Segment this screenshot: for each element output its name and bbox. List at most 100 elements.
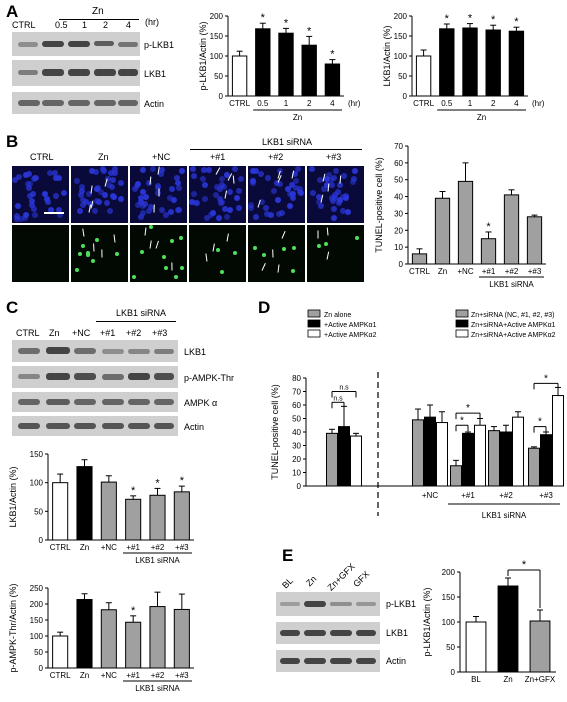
chart-c2-xlabel-2: +NC — [101, 671, 117, 680]
tunel-image-1 — [71, 225, 128, 282]
arrow-marker — [326, 251, 330, 260]
chart-a2-bar-3 — [485, 29, 501, 97]
chart-a2-ylabel: LKB1/Actin (%) — [382, 25, 392, 86]
blot-a-label-1: LKB1 — [144, 69, 167, 79]
chart-e-xlabel-1: Zn — [503, 675, 512, 684]
chart-c1-ytick-label-3: 150 — [30, 450, 44, 459]
scale-bar — [44, 212, 64, 214]
chart-b-sig-3: * — [486, 221, 491, 233]
micro-b-lane-5: +#3 — [326, 152, 342, 162]
chart-d-ytick-label-6: 60 — [292, 401, 301, 410]
arrow-marker — [144, 227, 147, 236]
chart-e-xlabel-0: BL — [471, 675, 481, 684]
blot-e-lane-3: GFX — [351, 568, 372, 590]
chart-a2-bar-0 — [415, 55, 432, 97]
dapi-image-4 — [248, 166, 305, 223]
dapi-image-0 — [12, 166, 69, 223]
chart-c2-sig-3: * — [131, 605, 136, 617]
chart-a1-sig-4: * — [330, 49, 335, 61]
chart-d-sig-1a-label: * — [460, 415, 464, 426]
arrow-marker — [90, 185, 93, 194]
chart-e-ytick-label-2: 100 — [442, 618, 456, 627]
chart-d-ns-b-label: n.s — [339, 385, 349, 392]
chart-c2-bar-1 — [76, 599, 93, 669]
chart-a1-xlabel-0: CTRL — [229, 99, 250, 108]
chart-a2-ytick-label-2: 100 — [394, 52, 408, 61]
chart-e-ytick-label-3: 150 — [442, 593, 456, 602]
chart-b-ytick-label-3: 30 — [394, 209, 403, 218]
panel-letter-e: E — [282, 546, 294, 565]
chart-b-ytick-label-0: 0 — [399, 260, 404, 269]
chart-a2-xlabel-0: CTRL — [413, 99, 434, 108]
chart-b-bar-4 — [503, 194, 520, 265]
arrow-marker — [205, 253, 208, 262]
arrow-marker — [317, 230, 319, 239]
chart-d-legend-right-0: Zn+siRNA (NC, #1, #2, #3) — [471, 312, 554, 319]
chart-a1-ytick-label-1: 50 — [214, 72, 223, 81]
chart-c2-ytick-label-4: 200 — [30, 600, 44, 609]
chart-d-bar-4-2 — [552, 395, 564, 487]
chart-e-xlabel-2: Zn+GFX — [525, 675, 556, 684]
arrow-marker — [93, 243, 95, 252]
chart-c1-xlabel-3: +#1 — [126, 543, 140, 552]
arrow-marker — [153, 204, 155, 213]
chart-a2-sig-3: * — [491, 14, 496, 26]
chart-d-bar-0-1 — [338, 426, 350, 487]
chart-d-xlabel-2: +#1 — [461, 491, 475, 500]
tunel-image-3 — [189, 225, 246, 282]
tunel-image-5 — [307, 225, 364, 282]
micro-b-lane-2: +NC — [152, 152, 171, 162]
blot-a-lane-2: 1 — [82, 20, 88, 30]
chart-a2-ytick-label-1: 50 — [398, 72, 407, 81]
chart-d-bar-4-1 — [540, 434, 552, 487]
chart-e-ytick-label-4: 200 — [442, 568, 456, 577]
chart-c1-sig-3: * — [131, 485, 136, 497]
chart-c2-ylabel: p-AMPK-Thr/Actin (%) — [8, 583, 18, 672]
blot-e-label-1: LKB1 — [386, 628, 409, 638]
chart-a1-xlabel-4: 4 — [330, 99, 335, 108]
panel-letter-a: A — [6, 2, 19, 21]
arrow-marker — [232, 175, 235, 184]
chart-c2-bar-3 — [125, 621, 142, 669]
arrow-marker — [101, 249, 103, 258]
blot-e-actin — [276, 650, 380, 672]
blot-a-lane-1: 0.5 — [55, 20, 68, 30]
chart-b-tunel: 0 10 20 30 40 50 60 70 TUNEL-positive cell (%) CT… — [374, 142, 546, 289]
blot-a-label-0: p-LKB1 — [144, 40, 175, 50]
chart-d-legend-right-swatch-2 — [455, 329, 469, 338]
chart-c1-sig-5: * — [180, 475, 185, 487]
chart-a1-bar-0 — [231, 55, 248, 97]
chart-b-xlabel-5: +#3 — [528, 267, 542, 276]
tunel-image-0 — [12, 225, 69, 282]
chart-d-legend-left-1: +Active AMPKα1 — [324, 322, 377, 329]
blot-a-plkb1 — [12, 32, 140, 56]
chart-a1-ytick-label-3: 150 — [210, 32, 224, 41]
chart-b-bar-0 — [411, 253, 428, 265]
chart-b-xlabel-0: CTRL — [409, 267, 430, 276]
chart-c1-group-label: LKB1 siRNA — [135, 556, 180, 565]
chart-a1-bar-4 — [324, 63, 341, 97]
dapi-image-5 — [307, 166, 364, 223]
chart-c-pampk: 0 50 100 150 200 250 p-AMPK-Thr/Actin (%) CTRL Z… — [8, 583, 194, 693]
blot-c-lkb1 — [12, 340, 178, 362]
chart-c2-bar-5 — [173, 608, 190, 669]
chart-a2-bar-1 — [439, 28, 455, 97]
micro-b-lane-0: CTRL — [30, 152, 54, 162]
arrow-marker — [327, 183, 330, 192]
chart-e-ytick-label-0: 0 — [451, 668, 456, 677]
chart-e-sig: * — [522, 559, 527, 571]
chart-a1-bar-2 — [278, 32, 294, 97]
blot-a-unit: (hr) — [145, 17, 159, 27]
blot-c-actin — [12, 416, 178, 436]
chart-a1-xlabel-1: 0.5 — [257, 99, 269, 108]
chart-d-bar-3-2 — [512, 416, 524, 487]
chart-d-legend-left-swatch-1 — [307, 319, 321, 328]
chart-d-ytick-label-5: 50 — [292, 415, 301, 424]
blot-e-plkb1 — [276, 592, 380, 616]
blot-a-lane-3: 2 — [103, 20, 109, 30]
chart-c1-xlabel-2: +NC — [101, 543, 117, 552]
chart-d-ytick-label-2: 20 — [292, 455, 301, 464]
arrow-marker — [149, 240, 152, 249]
chart-c2-xlabel-5: +#3 — [175, 671, 189, 680]
